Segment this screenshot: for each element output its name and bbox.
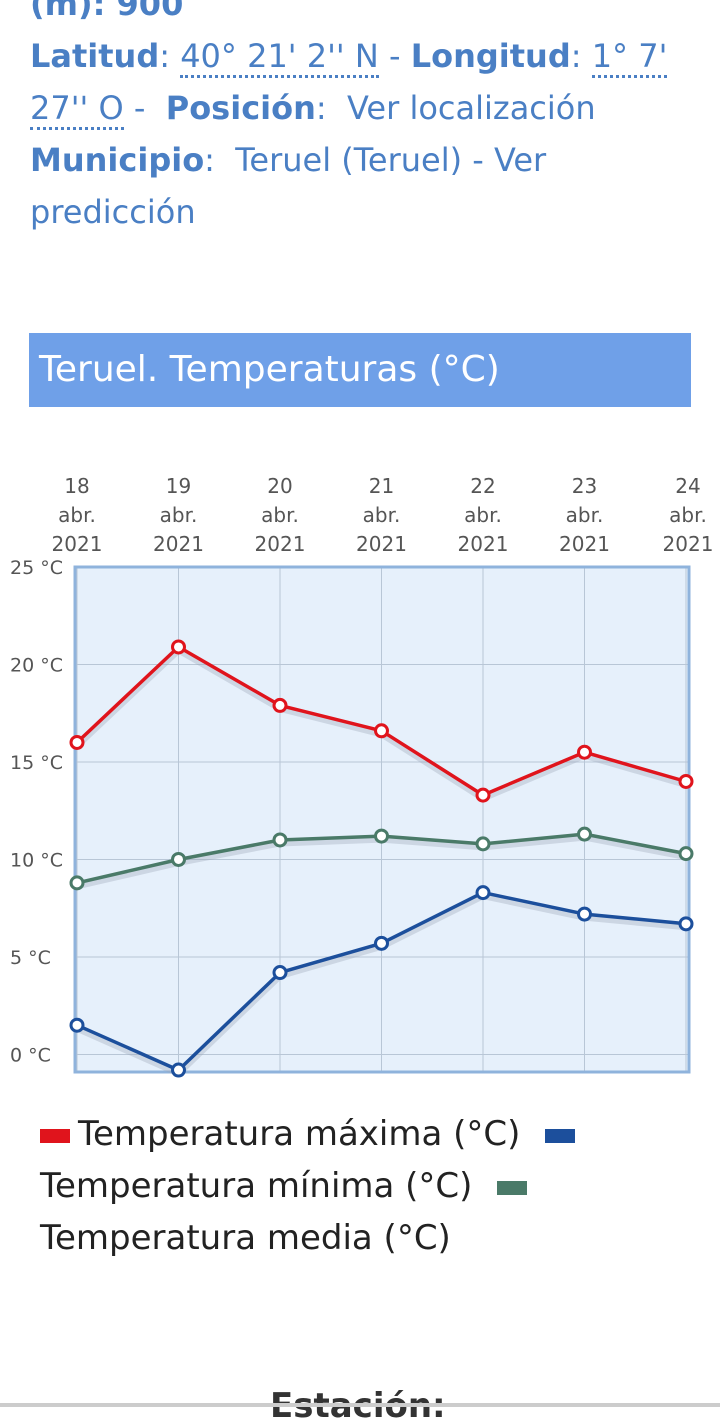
x-tick-label: 2021 <box>52 532 103 556</box>
data-point <box>577 826 592 842</box>
x-tick-label: 19 <box>166 474 191 498</box>
data-point <box>69 734 85 750</box>
legend-swatch-max <box>40 1128 70 1143</box>
x-tick-label: 18 <box>64 474 89 498</box>
lon-pos-line: 27'' O - Posición: Ver localización <box>30 82 710 134</box>
x-tick-label: 2021 <box>559 532 610 556</box>
x-tick-label: abr. <box>261 503 299 527</box>
altitude-text: (m): 900 <box>30 0 184 23</box>
x-tick-label: 2021 <box>153 532 204 556</box>
position-link[interactable]: Ver localización <box>347 89 596 127</box>
lat-lon-line: Latitud: 40° 21' 2'' N - Longitud: 1° 7' <box>30 30 710 82</box>
y-tick-label: 15 °C <box>10 752 63 774</box>
x-tick-label: 20 <box>267 474 292 498</box>
longitude-value-a[interactable]: 1° 7' <box>591 37 668 78</box>
station-info: (m): 900 Latitud: 40° 21' 2'' N - Longit… <box>30 0 710 238</box>
legend-item-avg[interactable]: Temperatura media (°C) <box>40 1218 451 1258</box>
data-point <box>475 885 491 901</box>
x-tick-label: abr. <box>363 503 401 527</box>
data-point <box>577 744 592 760</box>
data-point <box>272 965 288 981</box>
data-point <box>374 828 389 844</box>
x-tick-label: abr. <box>566 503 604 527</box>
data-point <box>374 723 389 739</box>
temperature-chart: 0 °C5 °C10 °C15 °C20 °C25 °C18abr.202119… <box>10 474 714 1078</box>
data-point <box>69 1017 85 1033</box>
data-point <box>171 851 186 867</box>
legend-swatch-avg <box>497 1180 528 1195</box>
data-point <box>69 875 85 891</box>
legend-label-avg: Temperatura media (°C) <box>40 1218 451 1258</box>
data-point <box>475 787 491 803</box>
position-label: Posición <box>165 89 316 127</box>
data-point <box>577 906 592 922</box>
longitude-label: Longitud <box>410 37 571 75</box>
chart-legend: Temperatura máxima (°C) Temperatura míni… <box>40 1108 700 1264</box>
legend-swatch-min <box>545 1128 576 1143</box>
x-tick-label: 2021 <box>458 532 509 556</box>
data-point <box>272 832 288 848</box>
data-point <box>272 697 288 713</box>
data-point <box>678 773 694 789</box>
x-tick-label: abr. <box>464 503 502 527</box>
legend-item-min[interactable]: Temperatura mínima (°C) <box>40 1166 472 1206</box>
latitude-value[interactable]: 40° 21' 2'' N <box>180 37 379 78</box>
y-tick-label: 0 °C <box>10 1044 51 1066</box>
data-point <box>171 1062 186 1078</box>
data-point <box>678 846 694 862</box>
data-point <box>678 916 694 932</box>
legend-label-max: Temperatura máxima (°C) <box>78 1114 521 1154</box>
municipality-link[interactable]: Teruel (Teruel) - Ver predicción <box>30 141 547 231</box>
x-tick-label: 21 <box>369 474 394 498</box>
x-tick-label: 23 <box>572 474 597 498</box>
y-tick-label: 10 °C <box>10 849 63 871</box>
x-tick-label: abr. <box>160 503 198 527</box>
x-tick-label: 2021 <box>356 532 407 556</box>
x-tick-label: 24 <box>675 474 700 498</box>
municipality-line: Municipio: Teruel (Teruel) - Ver predicc… <box>30 141 547 231</box>
data-point <box>374 935 389 951</box>
chart-header: Teruel. Temperaturas (°C) <box>29 333 691 407</box>
x-tick-label: abr. <box>58 503 96 527</box>
altitude-line: (m): 900 <box>30 0 710 30</box>
y-tick-label: 20 °C <box>10 654 63 676</box>
x-tick-label: 2021 <box>255 532 306 556</box>
legend-label-min: Temperatura mínima (°C) <box>40 1166 473 1206</box>
data-point <box>475 836 491 852</box>
latitude-label: Latitud <box>30 37 160 75</box>
plot-border <box>73 565 691 1074</box>
x-tick-label: 22 <box>470 474 495 498</box>
y-tick-label: 25 °C <box>10 557 63 579</box>
legend-item-max[interactable]: Temperatura máxima (°C) <box>40 1114 520 1154</box>
x-tick-label: abr. <box>669 503 707 527</box>
data-point <box>171 639 186 655</box>
x-tick-label: 2021 <box>663 532 714 556</box>
municipality-label: Municipio <box>30 141 205 179</box>
longitude-value-b[interactable]: 27'' O <box>30 89 124 130</box>
bottom-divider <box>0 1403 720 1407</box>
y-tick-label: 5 °C <box>10 947 51 969</box>
